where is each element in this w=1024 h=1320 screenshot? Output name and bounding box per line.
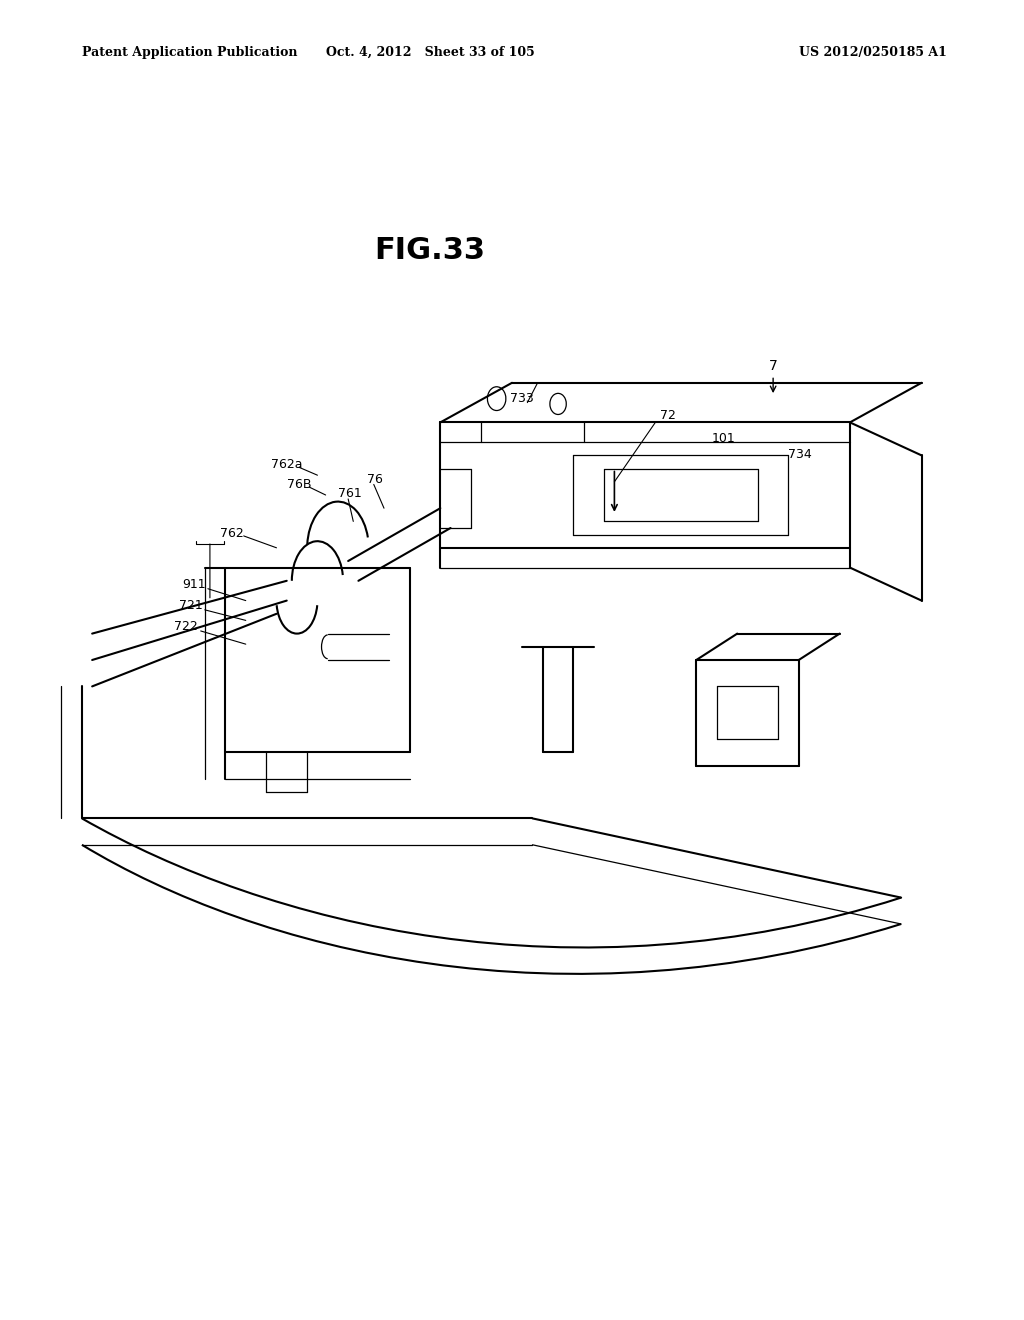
Text: Oct. 4, 2012   Sheet 33 of 105: Oct. 4, 2012 Sheet 33 of 105 [326,46,535,59]
Text: 761: 761 [338,487,361,500]
Text: FIG.33: FIG.33 [375,236,485,265]
Text: 7: 7 [769,359,777,392]
Text: 734: 734 [788,447,812,461]
Text: 733: 733 [510,392,534,405]
Text: 101: 101 [712,432,735,445]
Text: Patent Application Publication: Patent Application Publication [82,46,297,59]
Text: 911: 911 [182,578,206,591]
Text: 722: 722 [174,620,198,634]
Text: 721: 721 [179,599,203,612]
Text: 762a: 762a [271,458,303,471]
Text: US 2012/0250185 A1: US 2012/0250185 A1 [799,46,946,59]
Text: 76: 76 [367,473,383,486]
Text: 72: 72 [660,409,677,422]
Text: 76B: 76B [287,478,311,491]
Text: 762: 762 [220,527,244,540]
